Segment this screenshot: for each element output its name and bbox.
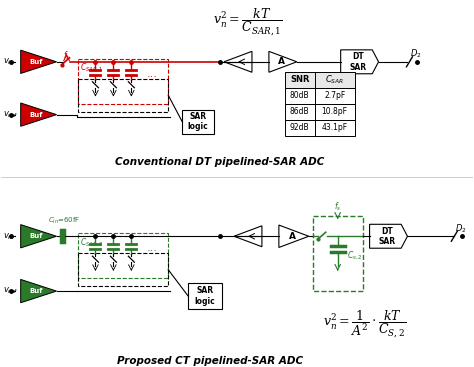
Bar [79,59,168,103]
Text: ...: ... [147,243,158,253]
Text: ...: ... [147,69,158,79]
Polygon shape [21,225,56,248]
Text: $v_{in}$: $v_{in}$ [3,57,15,67]
Text: Buf: Buf [29,112,43,118]
Text: Proposed CT pipelined-SAR ADC: Proposed CT pipelined-SAR ADC [117,356,303,366]
Bar [285,120,355,135]
Bar [285,88,355,103]
Text: 43.1pF: 43.1pF [322,123,348,132]
Bar [285,72,355,88]
Text: Buf: Buf [29,59,43,65]
Bar [188,283,222,309]
Bar [79,79,168,112]
Text: Buf: Buf [29,233,43,239]
Text: 2.7pF: 2.7pF [324,91,346,100]
Text: $D_2$: $D_2$ [456,222,467,235]
Text: $D_2$: $D_2$ [410,48,422,60]
Polygon shape [21,279,56,303]
Polygon shape [269,51,297,72]
Bar [79,233,168,278]
Text: $v_{ref}$: $v_{ref}$ [3,109,18,120]
Text: $v_n^2 = \dfrac{1}{A^2} \cdot \dfrac{kT}{C_{S,2}}$: $v_n^2 = \dfrac{1}{A^2} \cdot \dfrac{kT}… [323,309,406,339]
Polygon shape [21,103,56,126]
Bar [313,216,363,291]
Text: $v_{in}$: $v_{in}$ [3,231,15,241]
Text: DT
SAR: DT SAR [378,226,396,246]
Text: SNR: SNR [290,75,310,84]
Text: $C_{SAR,2}$: $C_{SAR,2}$ [81,236,104,248]
Text: $C_{SAR,1}$: $C_{SAR,1}$ [81,62,104,74]
Bar [285,103,355,120]
Text: A: A [289,232,296,241]
Text: $v_{ref}$: $v_{ref}$ [3,286,18,296]
Text: 80dB: 80dB [290,91,310,100]
Text: $C_{in}$=60fF: $C_{in}$=60fF [48,216,81,226]
Text: SAR
logic: SAR logic [195,286,216,306]
Text: DT
SAR: DT SAR [349,52,367,72]
Text: 10.8pF: 10.8pF [322,107,348,116]
Text: $f_s$: $f_s$ [63,50,70,62]
Polygon shape [279,225,309,247]
Text: $C_{s,2}$: $C_{s,2}$ [346,250,363,262]
Text: $f_s$: $f_s$ [334,201,341,213]
Text: 92dB: 92dB [290,123,310,132]
Polygon shape [341,50,379,74]
Polygon shape [234,226,262,247]
Polygon shape [21,50,56,73]
Bar [79,253,168,286]
Text: Buf: Buf [29,288,43,294]
Text: 86dB: 86dB [290,107,310,116]
Text: Conventional DT pipelined-SAR ADC: Conventional DT pipelined-SAR ADC [115,157,325,167]
Bar [182,110,214,134]
Text: $C_{SAR}$: $C_{SAR}$ [325,73,344,86]
Polygon shape [370,224,408,248]
Polygon shape [224,51,252,72]
Text: SAR
logic: SAR logic [188,112,209,131]
Text: A: A [278,57,285,66]
Text: $v_n^2 = \dfrac{kT}{C_{SAR,1}}$: $v_n^2 = \dfrac{kT}{C_{SAR,1}}$ [213,7,283,37]
